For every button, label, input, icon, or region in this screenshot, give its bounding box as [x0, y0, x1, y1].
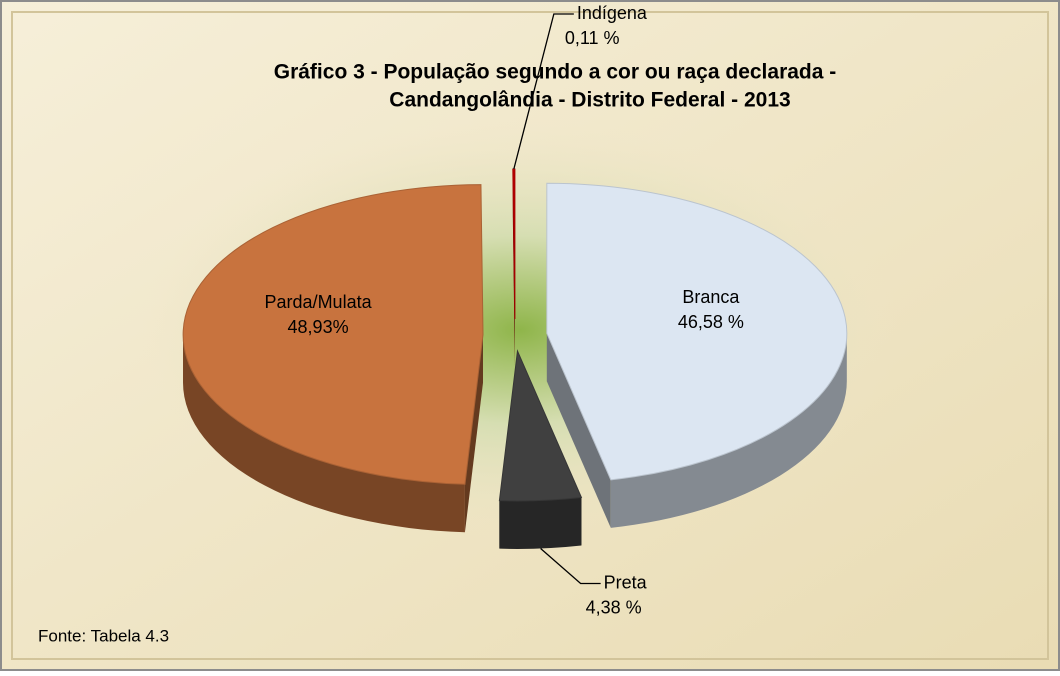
slice-label: Branca [682, 287, 740, 307]
value-label: 46,58 % [678, 312, 744, 332]
source-note: Fonte: Tabela 4.3 [38, 626, 169, 645]
slice-label: Parda/Mulata [265, 292, 373, 312]
value-label: 48,93% [288, 317, 349, 337]
value-label: 0,11 % [565, 28, 620, 48]
chart-title: Candangolândia - Distrito Federal - 2013 [389, 89, 790, 112]
slice-label: Preta [604, 572, 648, 592]
chart-title: Gráfico 3 - População segundo a cor ou r… [274, 61, 837, 84]
slice-label: Indígena [577, 3, 648, 23]
value-label: 4,38 % [586, 597, 642, 617]
slice-outer-side [499, 498, 581, 549]
